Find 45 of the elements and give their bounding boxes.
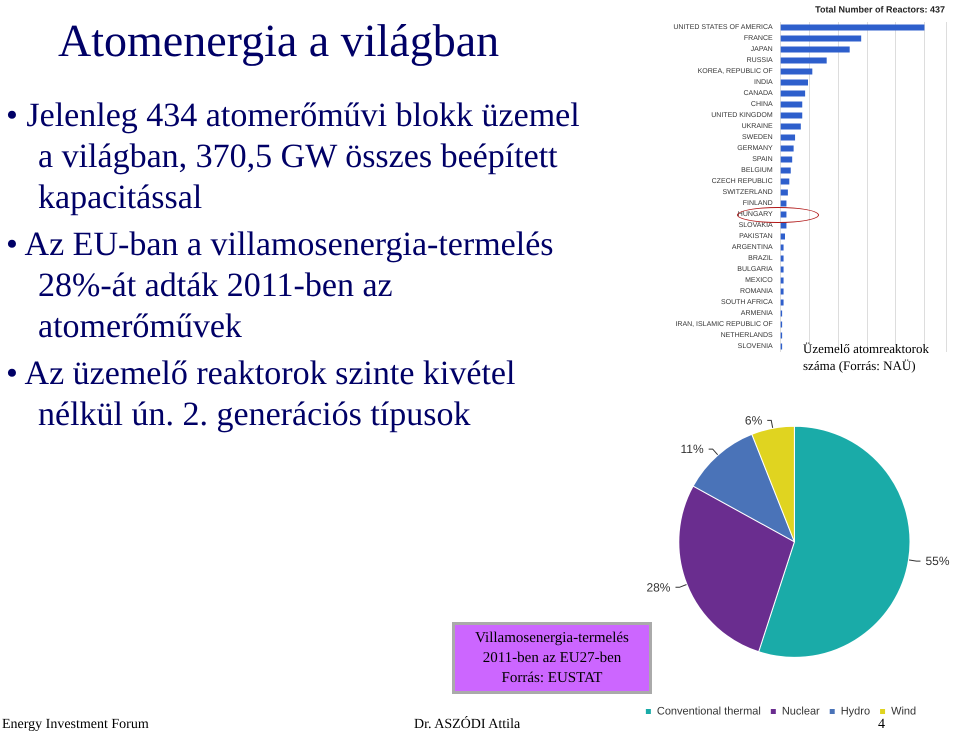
bar	[780, 58, 827, 64]
data-label: 28%	[646, 580, 671, 594]
bar	[780, 80, 808, 86]
annotation: Üzemelő atomreaktorok száma (Forrás: NAÜ)	[803, 340, 930, 374]
bar	[780, 212, 786, 218]
bar	[780, 124, 801, 130]
bar	[780, 134, 796, 140]
bar	[780, 200, 786, 206]
bar	[780, 234, 786, 240]
bar	[780, 112, 802, 118]
legend-label: Nuclear	[782, 706, 820, 718]
text: • Az EU-ban a villamosenergia-termelés 28%-át adták 2011-ben az atomerőművek	[6, 225, 555, 347]
bar	[780, 222, 786, 228]
bar	[780, 68, 812, 74]
bar	[780, 36, 862, 42]
bar	[780, 266, 784, 272]
bar	[780, 256, 784, 262]
legend-label: Hydro	[840, 706, 870, 718]
bar	[780, 190, 788, 196]
bar	[780, 90, 806, 96]
bar	[780, 24, 924, 30]
text: 4	[878, 717, 885, 733]
data-label: 11%	[680, 442, 704, 456]
text: • Az üzemelő reaktorok szinte kivétel nélkül ún. 2. generációs típusok	[6, 354, 516, 435]
bar	[780, 300, 784, 306]
text: Forrás: EUSTAT	[500, 669, 604, 688]
text: Villamosenergia-termelés 2011-ben az EU27-ben	[474, 629, 630, 668]
bar	[780, 156, 792, 162]
legend-label: Conventional thermal	[656, 706, 761, 718]
data-label: 6%	[744, 413, 763, 428]
bar	[780, 178, 790, 184]
text: • Jelenleg 434 atomerőművi blokk üzemel a világban, 370,5 GW összes beépített kapacitással	[6, 96, 581, 218]
text: Energy Investment Forum	[2, 717, 149, 733]
bar	[780, 46, 850, 52]
bar	[780, 146, 794, 152]
bar	[780, 102, 802, 108]
bar	[780, 244, 784, 250]
text: Dr. ASZÓDI Attila	[414, 717, 520, 733]
data-label: 55%	[925, 554, 950, 568]
legend-label: Wind	[891, 706, 916, 718]
text: Atomenergia a világban	[58, 14, 500, 67]
chart-title: Total Number of Reactors: 437	[815, 4, 946, 14]
bar	[780, 168, 791, 174]
bar	[780, 278, 784, 284]
bar	[780, 288, 784, 294]
